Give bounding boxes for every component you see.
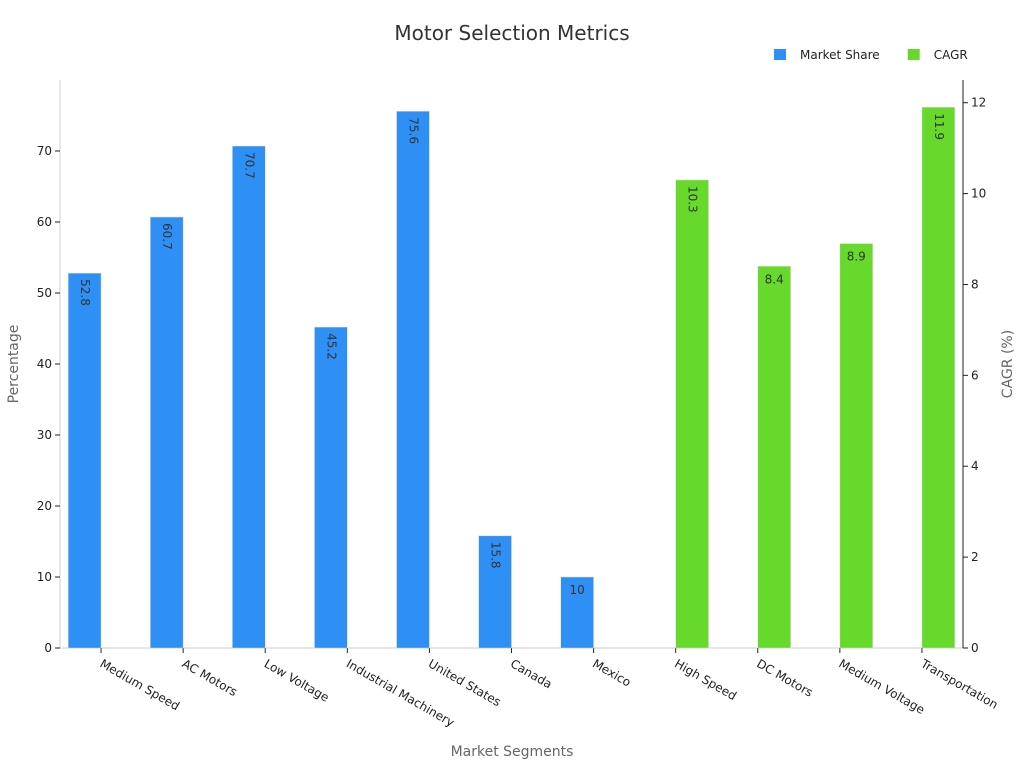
bar-data-label: 10.3 (686, 186, 700, 213)
chart-title: Motor Selection Metrics (394, 21, 629, 45)
legend-label: CAGR (934, 48, 968, 62)
bars: 52.8 60.7 70.7 45.2 75.6 15.8 10 10.3 8.4 8.9 11.9 (67, 107, 956, 649)
bar-data-label: 10 (570, 583, 585, 597)
bar-data-label: 45.2 (324, 333, 338, 360)
y-tick-label: 20 (37, 499, 52, 513)
y2-tick-label: 12 (971, 96, 986, 110)
legend-label: Market Share (800, 48, 880, 62)
y2-tick-label: 8 (971, 277, 979, 291)
bar-data-label: 8.9 (847, 250, 866, 264)
x-tick-label: Transportation (918, 656, 1001, 712)
x-tick-label: AC Motors (180, 656, 240, 699)
bar-data-label: 11.9 (932, 113, 946, 140)
legend: Market Share CAGR (774, 48, 968, 62)
bar-data-label: 52.8 (78, 279, 92, 306)
legend-swatch (774, 49, 786, 60)
y-tick-label: 30 (37, 428, 52, 442)
y-tick-label: 50 (37, 286, 52, 300)
y-tick-label: 40 (37, 357, 52, 371)
legend-swatch (907, 49, 920, 60)
y2-tick-label: 4 (971, 459, 979, 473)
y-tick-label: 0 (44, 641, 52, 655)
y2-tick-label: 0 (971, 641, 979, 655)
bar-cagr (675, 179, 709, 649)
x-axis-title: Market Segments (451, 744, 574, 760)
bar-cagr (839, 243, 873, 649)
x-tick-label: United States (426, 656, 503, 709)
bar-market-share (150, 216, 184, 649)
x-tick-label: Low Voltage (262, 656, 332, 704)
y-axis-title: Percentage (6, 325, 22, 404)
y-tick-label: 70 (37, 144, 52, 158)
y2-tick-label: 10 (971, 187, 986, 201)
x-tick-label: Medium Speed (98, 656, 182, 713)
x-tick-label: High Speed (672, 656, 739, 703)
y2-axis-title: CAGR (%) (1000, 330, 1016, 398)
y-tick-label: 10 (37, 570, 52, 584)
bar-data-label: 75.6 (406, 117, 420, 144)
bar-market-share (478, 535, 512, 649)
x-tick-label: Medium Voltage (836, 656, 927, 717)
bar-data-label: 70.7 (242, 152, 256, 179)
bar-market-share (396, 110, 430, 649)
y2-tick-label: 6 (971, 368, 979, 382)
x-tick-label: Mexico (590, 656, 633, 689)
bar-market-share (314, 326, 348, 649)
bar-market-share (560, 576, 594, 649)
x-tick-label: DC Motors (754, 656, 815, 699)
bar-cagr (757, 266, 791, 649)
bar-data-label: 8.4 (765, 272, 784, 286)
bar-market-share (67, 272, 102, 649)
x-tick-label: Canada (508, 656, 555, 691)
bar-market-share (232, 145, 266, 649)
bar-data-label: 60.7 (160, 223, 174, 250)
y-tick-label: 60 (37, 215, 52, 229)
bar-data-label: 15.8 (489, 542, 503, 569)
y2-tick-label: 2 (971, 550, 979, 564)
bar-cagr (921, 107, 956, 649)
